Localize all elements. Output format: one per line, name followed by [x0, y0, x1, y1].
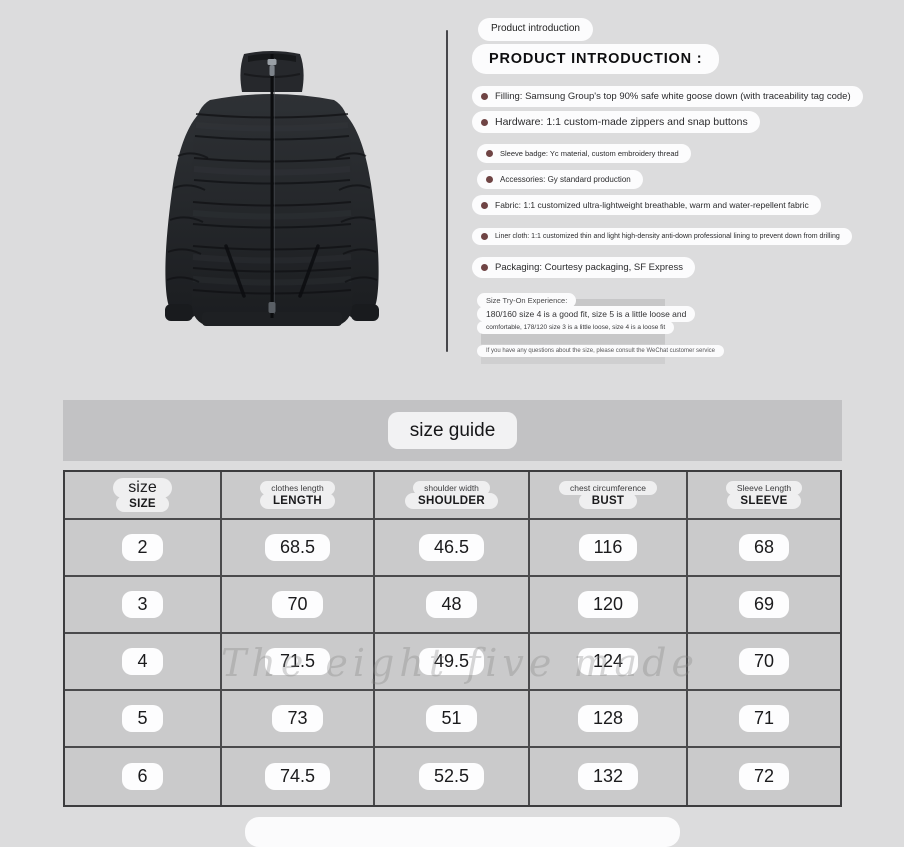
bullet-filling: Filling: Samsung Group's top 90% safe wh… — [472, 86, 863, 107]
bullet-hardware: Hardware: 1:1 custom-made zippers and sn… — [472, 111, 760, 133]
cell-value: 52.5 — [418, 763, 485, 790]
header-sub-label: clothes length — [260, 481, 335, 495]
cell-value: 70 — [272, 591, 323, 618]
cell-value: 49.5 — [418, 648, 485, 675]
bullet-text: Liner cloth: 1:1 customized thin and lig… — [495, 233, 840, 240]
table-cell: 128 — [530, 691, 688, 748]
header-cell-length: clothes length LENGTH — [222, 472, 375, 520]
cell-value: 4 — [122, 648, 163, 675]
table-cell: 73 — [222, 691, 375, 748]
bullet-dot-icon — [481, 233, 488, 240]
cell-value: 2 — [122, 534, 163, 561]
bullet-dot-icon — [481, 93, 488, 100]
cell-value: 132 — [577, 763, 639, 790]
size-guide-banner: size guide — [63, 400, 842, 461]
table-cell: 68.5 — [222, 520, 375, 577]
product-intro-tag: Product introduction — [478, 18, 593, 41]
cell-value: 71.5 — [264, 648, 331, 675]
header-main-label: SLEEVE — [727, 493, 801, 509]
tryon-note: If you have any questions about the size… — [477, 345, 725, 357]
bullet-dot-icon — [486, 176, 493, 183]
table-cell: 51 — [375, 691, 530, 748]
cell-value: 6 — [122, 763, 163, 790]
cell-value: 71 — [738, 705, 790, 732]
cell-value: 48 — [426, 591, 477, 618]
table-cell: 71.5 — [222, 634, 375, 691]
bullet-sleeve-badge: Sleeve badge: Yc material, custom embroi… — [477, 144, 691, 163]
bullet-dot-icon — [481, 118, 488, 126]
header-main-label: LENGTH — [259, 493, 336, 509]
cell-value: 73 — [272, 705, 323, 732]
bullet-text: Packaging: Courtesy packaging, SF Expres… — [495, 262, 683, 273]
cell-value: 74.5 — [264, 763, 331, 790]
table-cell: 68 — [688, 520, 840, 577]
table-cell: 69 — [688, 577, 840, 634]
next-section-header-partial — [245, 817, 680, 847]
table-cell: 70 — [222, 577, 375, 634]
cell-value: 69 — [738, 591, 790, 618]
table-cell: 3 — [65, 577, 222, 634]
table-cell: 4 — [65, 634, 222, 691]
header-cell-bust: chest circumference BUST — [530, 472, 688, 520]
bullet-text: Filling: Samsung Group's top 90% safe wh… — [495, 91, 851, 102]
size-guide-title: size guide — [387, 411, 518, 450]
size-guide-table: size SIZE clothes length LENGTH shoulder… — [63, 470, 842, 807]
tryon-title: Size Try-On Experience: — [477, 293, 577, 308]
cell-value: 68 — [738, 534, 790, 561]
cell-value: 120 — [577, 591, 639, 618]
table-cell: 132 — [530, 748, 688, 805]
cell-value: 51 — [426, 705, 477, 732]
header-sub-label: chest circumference — [558, 481, 658, 495]
table-cell: 6 — [65, 748, 222, 805]
bullet-dot-icon — [486, 150, 493, 157]
bullet-text: Fabric: 1:1 customized ultra-lightweight… — [495, 200, 809, 210]
table-cell: 71 — [688, 691, 840, 748]
bullet-dot-icon — [481, 201, 488, 209]
table-cell: 70 — [688, 634, 840, 691]
header-main-label: SIZE — [116, 496, 169, 512]
bullet-text: Sleeve badge: Yc material, custom embroi… — [500, 149, 679, 158]
table-cell: 2 — [65, 520, 222, 577]
cell-value: 46.5 — [418, 534, 485, 561]
header-sub-label: Sleeve Length — [725, 481, 803, 495]
table-cell: 72 — [688, 748, 840, 805]
bullet-text: Accessories: Gy standard production — [500, 175, 631, 184]
cell-value: 72 — [738, 763, 790, 790]
cell-value: 3 — [122, 591, 163, 618]
table-cell: 5 — [65, 691, 222, 748]
header-cell-sleeve: Sleeve Length SLEEVE — [688, 472, 840, 520]
cell-value: 68.5 — [264, 534, 331, 561]
puffer-jacket-illustration — [165, 51, 379, 326]
section-divider — [446, 30, 448, 352]
cell-value: 70 — [738, 648, 790, 675]
bullet-packaging: Packaging: Courtesy packaging, SF Expres… — [472, 257, 695, 278]
table-cell: 49.5 — [375, 634, 530, 691]
table-cell: 120 — [530, 577, 688, 634]
product-photo — [152, 48, 392, 340]
header-main-label: SHOULDER — [405, 493, 498, 509]
tryon-line-3: comfortable, 178/120 size 3 is a little … — [477, 321, 675, 334]
table-cell: 46.5 — [375, 520, 530, 577]
cell-value: 116 — [578, 534, 638, 561]
bullet-dot-icon — [481, 264, 488, 271]
bullet-text: Hardware: 1:1 custom-made zippers and sn… — [495, 116, 748, 128]
header-sub-label: size — [113, 478, 172, 498]
table-cell: 116 — [530, 520, 688, 577]
table-cell: 124 — [530, 634, 688, 691]
bullet-fabric: Fabric: 1:1 customized ultra-lightweight… — [472, 195, 821, 215]
cell-value: 5 — [122, 705, 163, 732]
table-cell: 52.5 — [375, 748, 530, 805]
tryon-line-2: 180/160 size 4 is a good fit, size 5 is … — [477, 306, 696, 322]
header-cell-size: size SIZE — [65, 472, 222, 520]
product-intro-heading: PRODUCT INTRODUCTION : — [472, 44, 720, 75]
cell-value: 124 — [577, 648, 639, 675]
cell-value: 128 — [577, 705, 639, 732]
header-main-label: BUST — [578, 493, 638, 509]
header-sub-label: shoulder width — [413, 481, 490, 495]
table-cell: 74.5 — [222, 748, 375, 805]
bullet-liner-cloth: Liner cloth: 1:1 customized thin and lig… — [472, 228, 852, 245]
bullet-accessories: Accessories: Gy standard production — [477, 170, 643, 189]
header-cell-shoulder: shoulder width SHOULDER — [375, 472, 530, 520]
table-cell: 48 — [375, 577, 530, 634]
